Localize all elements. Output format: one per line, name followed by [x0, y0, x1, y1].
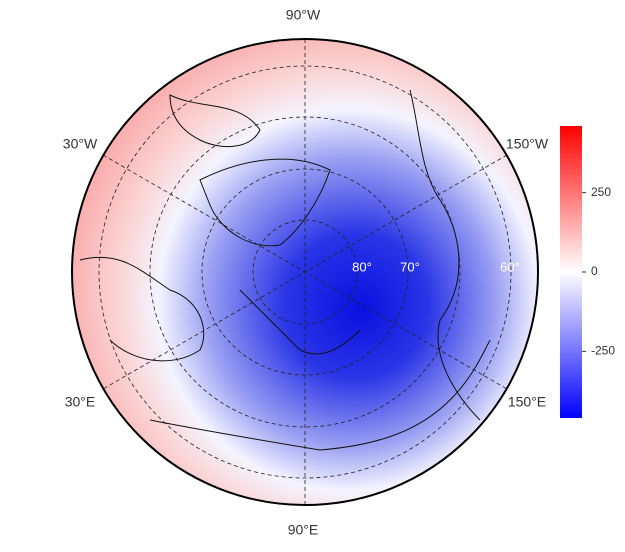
graticule — [98, 39, 512, 505]
colorbar — [560, 126, 582, 418]
longitude-label: 150°E — [508, 394, 546, 410]
colorbar-tick-label: 0 — [591, 264, 598, 278]
longitude-label: 90°E — [288, 522, 319, 538]
longitude-label: 90°W — [286, 7, 321, 23]
latitude-label: 80° — [352, 259, 372, 274]
latitude-label: 70° — [400, 259, 420, 274]
latitude-label: 60° — [500, 259, 520, 274]
colorbar-tick-label: -250 — [591, 344, 615, 358]
longitude-label: 150°W — [506, 136, 549, 152]
longitude-label: 30°E — [65, 394, 96, 410]
longitude-label: 30°W — [63, 136, 98, 152]
map-border — [71, 38, 539, 506]
colorbar-tick-label: 250 — [591, 185, 611, 199]
